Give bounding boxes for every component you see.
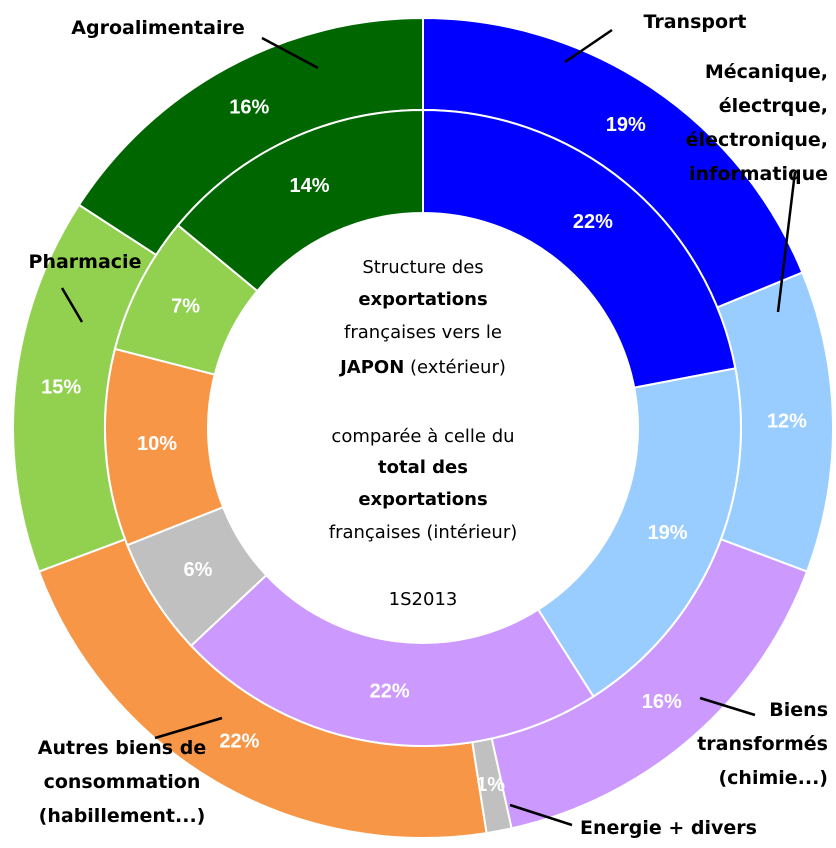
category-label: Biens transformés (chimie...): [697, 699, 828, 789]
category-label-line: (habillement...): [39, 805, 206, 827]
value-label: 19%: [648, 522, 688, 544]
category-label-line: électrque,: [719, 95, 828, 117]
center-text: Structure des: [362, 257, 483, 278]
category-label: Pharmacie: [29, 251, 142, 273]
category-label: Transport: [643, 11, 746, 33]
value-label: 19%: [606, 114, 646, 136]
leader-line: [60, 287, 84, 323]
category-label-line: informatique: [689, 163, 828, 185]
leader-line: [776, 171, 797, 313]
donut-segment: [189, 573, 595, 747]
category-label-line: Autres biens de: [38, 737, 206, 759]
center-text-part: comparée à celle du: [331, 426, 514, 447]
category-label-line: Energie + divers: [580, 817, 757, 839]
value-label: 22%: [219, 731, 259, 753]
value-label: 6%: [184, 559, 213, 581]
category-label-line: consommation: [44, 771, 201, 793]
center-text: exportations: [358, 289, 487, 310]
center-text: comparée à celle du: [331, 426, 514, 447]
donut-segment: [422, 108, 737, 389]
leader-line: [564, 28, 613, 64]
center-text: françaises (intérieur): [329, 522, 518, 543]
category-label-line: Mécanique,: [705, 61, 828, 83]
center-text-part: françaises (intérieur): [329, 522, 518, 543]
leader-line: [154, 716, 223, 740]
center-text-part: exportations: [358, 289, 487, 310]
center-text-part: françaises vers le: [344, 322, 502, 343]
category-label-line: électronique,: [686, 129, 828, 151]
category-label-line: Agroalimentaire: [71, 17, 244, 39]
value-label: 15%: [41, 377, 81, 399]
category-label: Energie + divers: [580, 817, 757, 839]
value-label: 22%: [370, 681, 410, 703]
category-label-line: Biens: [769, 699, 828, 721]
center-text-part: total des: [378, 457, 468, 478]
center-text: total des: [378, 457, 468, 478]
category-label: Autres biens de consommation (habillement.…: [38, 737, 206, 827]
value-label: 22%: [573, 211, 613, 233]
value-label: 7%: [171, 295, 200, 317]
center-text-part: JAPON: [338, 357, 404, 378]
center-text: 1S2013: [389, 589, 458, 610]
value-label: 1%: [476, 774, 505, 796]
category-label: Agroalimentaire: [71, 17, 244, 39]
category-label: Mécanique, électrque, électronique, informa…: [686, 61, 828, 185]
center-text-part: exportations: [358, 489, 487, 510]
value-label: 14%: [290, 175, 330, 197]
donut-segment: [176, 108, 424, 293]
center-text-part: (extérieur): [404, 357, 506, 378]
value-label: 16%: [642, 691, 682, 713]
center-text: françaises vers le: [344, 322, 502, 343]
category-label-line: (chimie...): [718, 767, 828, 789]
category-label-line: Pharmacie: [29, 251, 142, 273]
category-label-line: transformés: [697, 733, 828, 755]
center-text: exportations: [358, 489, 487, 510]
center-text: JAPON (extérieur): [338, 357, 506, 378]
leader-line: [699, 696, 756, 717]
value-label: 16%: [229, 96, 269, 118]
center-text-part: Structure des: [362, 257, 483, 278]
leader-line: [509, 803, 573, 827]
category-label-line: Transport: [643, 11, 746, 33]
center-text-part: 1S2013: [389, 589, 458, 610]
leader-line: [261, 36, 319, 70]
value-label: 10%: [137, 433, 177, 455]
value-label: 12%: [767, 411, 807, 433]
